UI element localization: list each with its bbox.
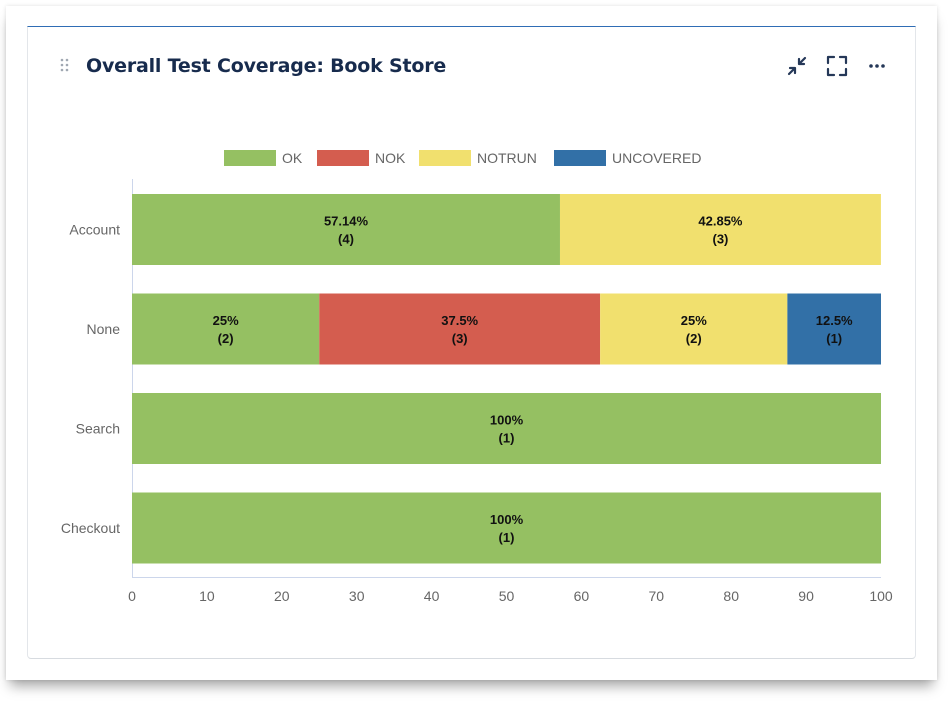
data-label-percent: 25% (213, 313, 239, 328)
data-label-count: (2) (218, 331, 234, 346)
x-tick-label: 50 (499, 588, 515, 604)
data-label-count: (3) (452, 331, 468, 346)
drag-handle-icon[interactable] (60, 57, 70, 73)
data-label-count: (4) (338, 232, 354, 247)
bar-segment-uncovered (787, 293, 881, 365)
legend-label-notrun: NOTRUN (477, 150, 537, 166)
x-tick-label: 20 (274, 588, 290, 604)
bar-segment-ok (132, 194, 560, 265)
data-label-percent: 57.14% (324, 214, 369, 229)
data-label-count: (1) (499, 431, 515, 446)
category-label: None (87, 321, 121, 337)
fullscreen-icon[interactable] (825, 54, 849, 78)
bar-segment-notrun (600, 293, 788, 365)
data-label-count: (1) (499, 530, 515, 545)
data-label-count: (3) (713, 232, 729, 247)
legend-swatch-uncovered (554, 150, 606, 166)
x-tick-label: 30 (349, 588, 365, 604)
x-tick-label: 10 (199, 588, 215, 604)
x-tick-label: 0 (128, 588, 136, 604)
legend-swatch-ok (224, 150, 276, 166)
data-label-percent: 37.5% (441, 313, 478, 328)
bar-segment-nok (319, 293, 601, 365)
data-label-percent: 25% (681, 313, 707, 328)
more-options-icon[interactable] (865, 54, 889, 78)
data-label-percent: 42.85% (698, 214, 743, 229)
data-label-percent: 100% (490, 512, 524, 527)
x-tick-label: 60 (574, 588, 590, 604)
x-tick-label: 90 (798, 588, 814, 604)
bar-segment-ok (132, 393, 881, 464)
widget-title: Overall Test Coverage: Book Store (86, 55, 447, 77)
legend-swatch-notrun (419, 150, 471, 166)
bar-segment-ok (132, 293, 320, 365)
legend-label-nok: NOK (375, 150, 406, 166)
bar-segment-notrun (559, 194, 881, 265)
x-tick-label: 40 (424, 588, 440, 604)
legend-label-uncovered: UNCOVERED (612, 150, 702, 166)
data-label-count: (2) (686, 331, 702, 346)
x-tick-label: 80 (723, 588, 739, 604)
legend-swatch-nok (317, 150, 369, 166)
x-tick-label: 100 (869, 588, 893, 604)
data-label-percent: 12.5% (816, 313, 853, 328)
legend-label-ok: OK (282, 150, 303, 166)
data-label-percent: 100% (490, 413, 524, 428)
x-tick-label: 70 (649, 588, 665, 604)
bar-segment-ok (132, 492, 881, 564)
chart-legend: OK NOK NOTRUN UNCOVERED (0, 148, 951, 168)
data-label-count: (1) (826, 331, 842, 346)
collapse-icon[interactable] (785, 54, 809, 78)
category-label: Search (76, 421, 120, 437)
category-label: Checkout (61, 520, 120, 536)
category-label: Account (69, 222, 120, 238)
